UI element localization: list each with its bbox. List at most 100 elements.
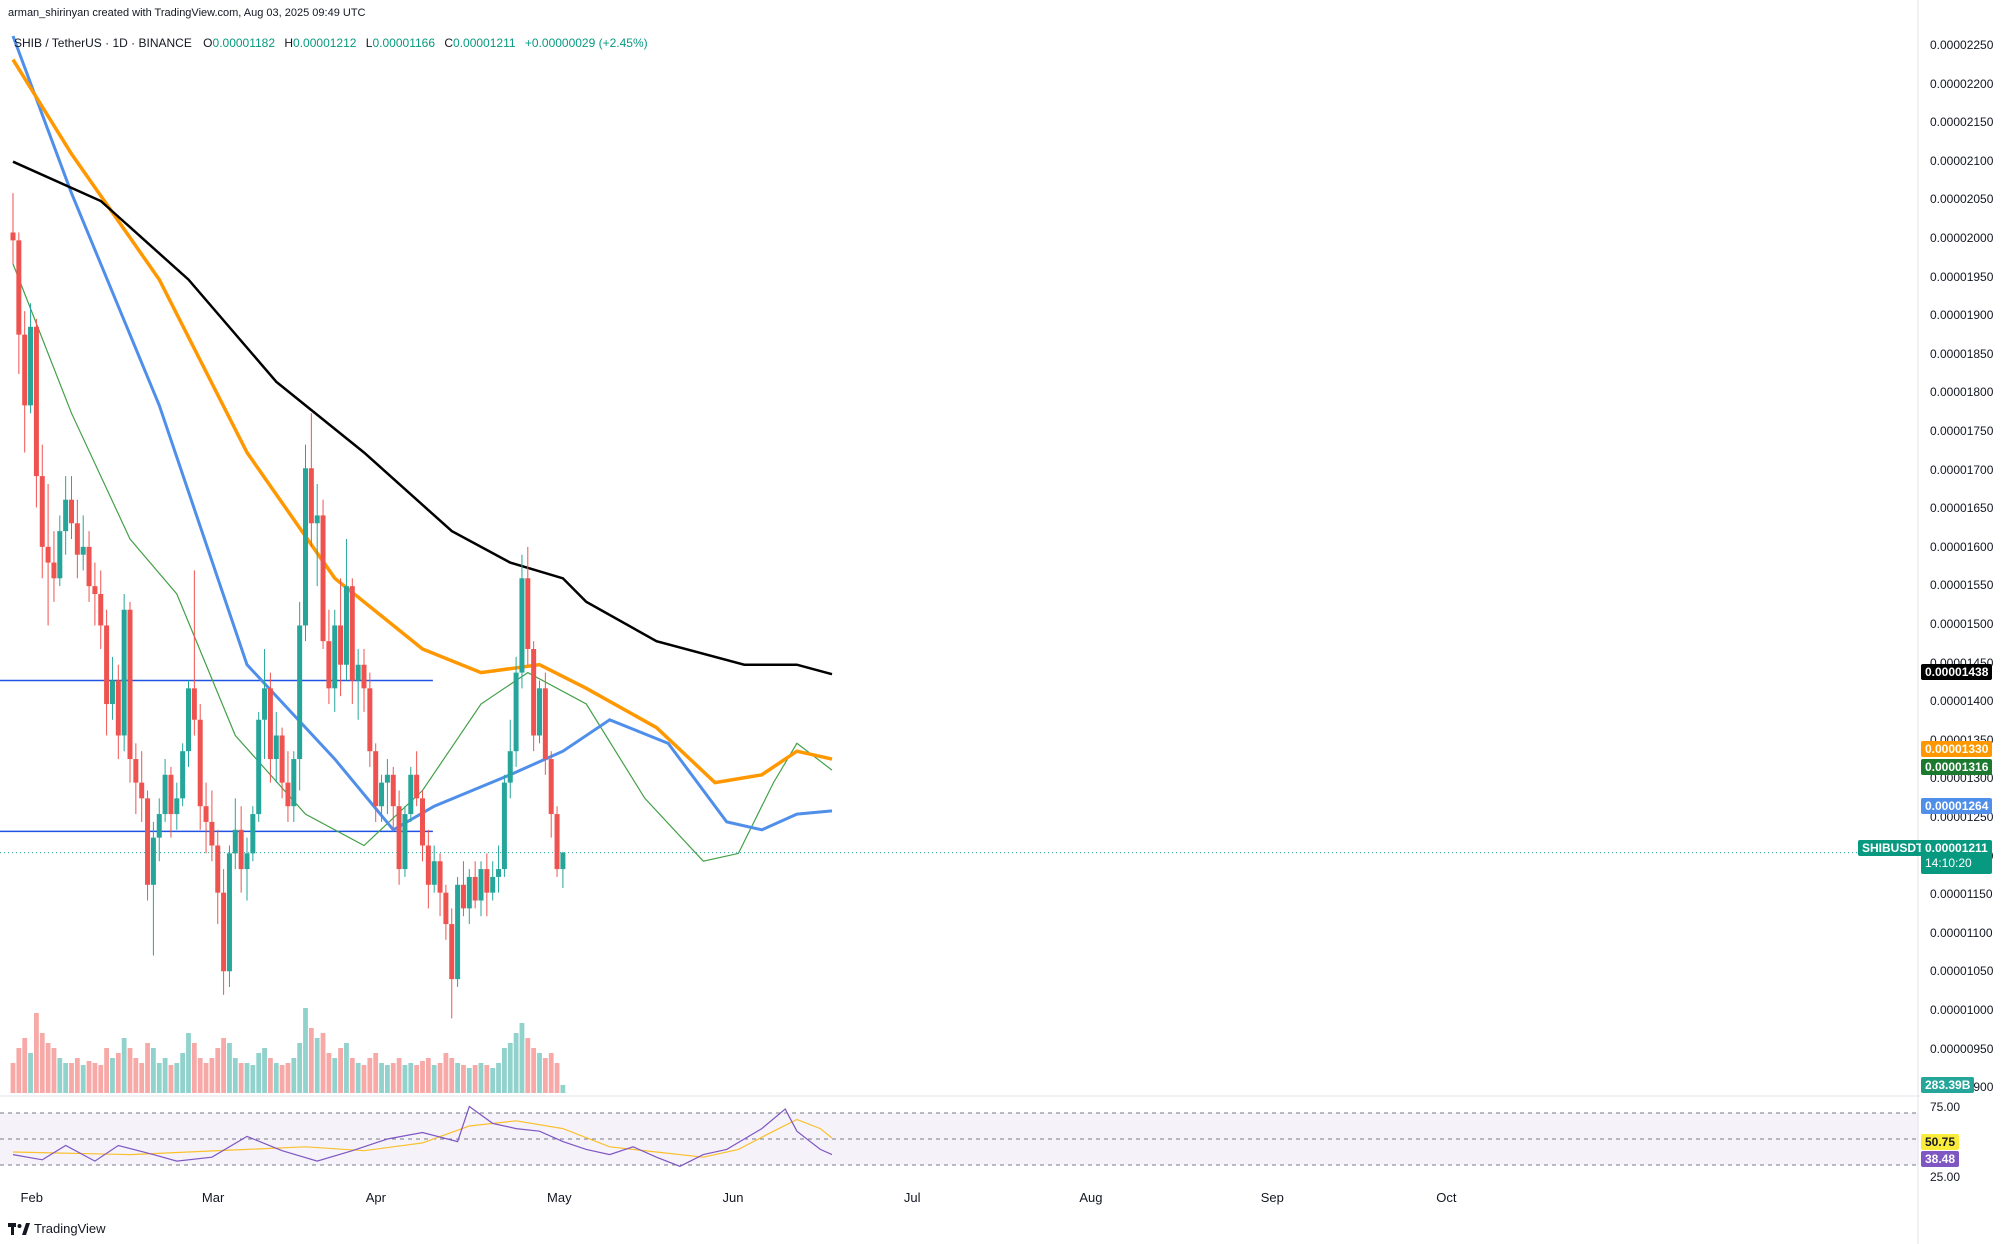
volume-bar <box>314 1038 320 1093</box>
volume-bar <box>69 1063 74 1093</box>
volume-bar <box>238 1063 244 1093</box>
price-tick-label: 0.00001600 <box>1930 539 1994 554</box>
time-tick-label: Aug <box>1079 1190 1103 1205</box>
ma50-tag: 0.00001264 <box>1921 798 1993 814</box>
ma20-tag: 0.00001316 <box>1921 759 1993 775</box>
high-value: 0.00001212 <box>293 36 357 50</box>
volume-bar <box>425 1058 431 1093</box>
price-tick-label: 0.00001850 <box>1930 346 1994 361</box>
candle-body <box>455 884 461 980</box>
last-price-tag: 0.00001211 14:10:20 <box>1921 840 1992 874</box>
candle-body <box>308 468 314 524</box>
candle-body <box>537 688 542 736</box>
attribution: arman_shirinyan created with TradingView… <box>8 7 366 19</box>
moving-averages <box>11 35 833 862</box>
open-value: 0.00001182 <box>212 36 276 50</box>
candle-body <box>408 774 414 815</box>
time-tick-label: May <box>547 1190 572 1205</box>
candle-body <box>460 884 466 909</box>
volume-bar <box>496 1063 501 1093</box>
volume-bar <box>531 1048 537 1093</box>
candle-body <box>57 531 63 579</box>
volume-bar <box>151 1048 156 1093</box>
candle-body <box>267 688 273 760</box>
candle-body <box>279 735 285 783</box>
candle-body <box>226 853 232 972</box>
low-value: 0.00001166 <box>372 36 435 50</box>
brand[interactable]: TradingView <box>8 1221 106 1236</box>
volume-tag: 283.39B <box>1921 1077 1975 1093</box>
candle-body <box>443 892 449 925</box>
volume-bar <box>104 1048 109 1093</box>
candle-body <box>285 782 291 807</box>
volume-bar <box>414 1065 420 1093</box>
volume-bar <box>303 1008 308 1093</box>
volume-bar <box>232 1058 238 1093</box>
candle-body <box>560 852 566 870</box>
rsi-axis-bottom: 25.00 <box>1930 1170 1961 1184</box>
candle-body <box>496 869 502 877</box>
volume-bar <box>174 1063 180 1093</box>
candle-body <box>396 806 402 870</box>
candle-body <box>501 782 507 870</box>
candle-body <box>109 680 115 705</box>
volume-bar <box>484 1065 490 1093</box>
price-tick-label: 0.00001100 <box>1930 925 1993 940</box>
volume-bar <box>145 1043 150 1093</box>
candle-body <box>74 523 80 555</box>
candle-body <box>425 845 431 885</box>
price-tick-label: 0.00002050 <box>1930 192 1994 207</box>
candle-body <box>449 924 455 980</box>
volume-bar <box>537 1053 542 1093</box>
candle-body <box>209 821 215 846</box>
candle-body <box>104 625 110 705</box>
candle-body <box>180 751 186 799</box>
price-tick-label: 0.00002200 <box>1930 76 1994 91</box>
volume-bar <box>385 1065 390 1093</box>
volume-bar <box>554 1063 560 1093</box>
candle-body <box>542 688 548 760</box>
rsi-ma-line <box>12 1118 833 1158</box>
volume-bar <box>127 1048 133 1093</box>
volume-bar <box>332 1058 338 1093</box>
brand-name: TradingView <box>34 1221 106 1236</box>
volume-bar <box>507 1043 513 1093</box>
volume-bar <box>227 1043 232 1093</box>
volume-bar <box>519 1023 525 1093</box>
candlesticks <box>10 193 566 1019</box>
volume-bar <box>10 1063 16 1093</box>
symbol-line[interactable]: SHIB / TetherUS · 1D · BINANCE <box>14 36 192 50</box>
candle-body <box>349 586 355 681</box>
rsi-tag: 38.48 <box>1921 1151 1960 1167</box>
candle-body <box>45 546 51 563</box>
candle-body <box>314 515 320 524</box>
candle-body <box>554 814 560 870</box>
candle-body <box>343 586 349 665</box>
candle-body <box>531 649 537 736</box>
volume-bar <box>420 1061 425 1093</box>
close-label: C <box>444 36 454 50</box>
volume-bar <box>297 1043 303 1093</box>
candle-body <box>478 869 484 901</box>
volume-bar <box>57 1058 63 1093</box>
candle-body <box>332 625 338 689</box>
ma20-line <box>12 263 833 862</box>
candle-body <box>139 782 145 799</box>
price-tick-label: 0.00001750 <box>1930 424 1994 438</box>
volume-bar <box>466 1068 472 1093</box>
horizontal-levels <box>0 679 1918 854</box>
candle-body <box>297 625 303 760</box>
time-tick-label: Jun <box>722 1190 744 1205</box>
volume-bar <box>279 1065 285 1093</box>
candle-body <box>250 814 256 854</box>
candle-body <box>69 499 74 524</box>
volume-bar <box>74 1058 80 1093</box>
volume-bar <box>402 1065 408 1093</box>
candle-body <box>262 688 268 720</box>
candle-body <box>186 688 191 752</box>
volume-bar <box>63 1063 69 1093</box>
volume-bar <box>326 1053 332 1093</box>
candle-body <box>472 876 478 901</box>
rsi-band <box>0 1113 1918 1165</box>
